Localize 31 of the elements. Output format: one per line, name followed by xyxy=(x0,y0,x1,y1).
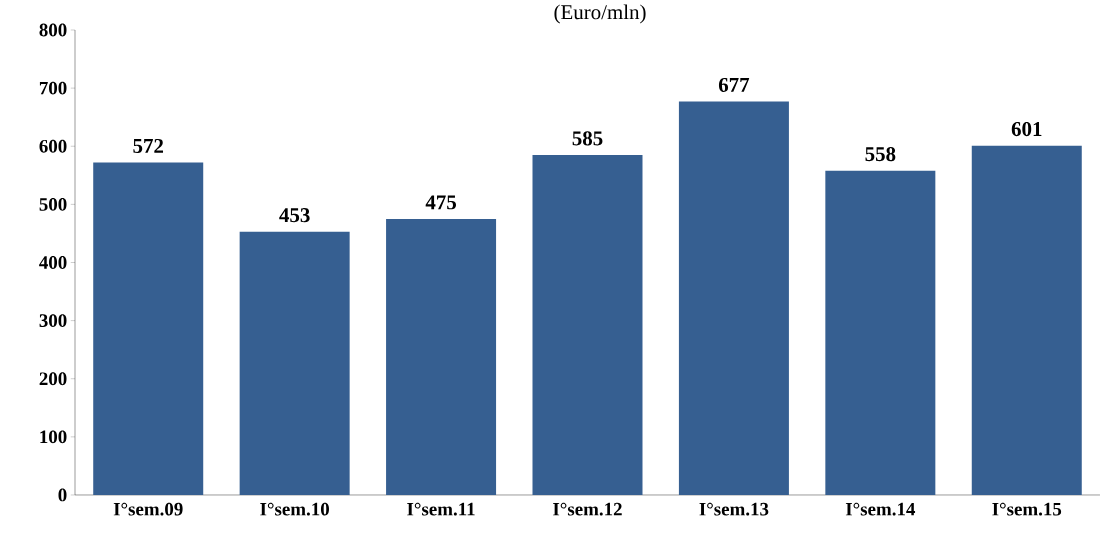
y-tick-label: 100 xyxy=(40,430,67,444)
data-label: 677 xyxy=(718,77,750,92)
y-tick-label: 700 xyxy=(39,81,67,95)
data-label: 475 xyxy=(425,195,456,210)
y-tick-label: 400 xyxy=(39,256,67,269)
data-label: 601 xyxy=(1011,122,1042,137)
x-tick-label: I°sem.14 xyxy=(845,502,916,516)
y-tick-label: 500 xyxy=(39,197,67,211)
x-tick-label: I°sem.13 xyxy=(699,502,769,516)
y-tick-label: 300 xyxy=(39,314,67,327)
bar xyxy=(93,162,204,495)
x-tick-label: I°sem.09 xyxy=(113,502,183,516)
data-label: 453 xyxy=(279,208,310,223)
data-label: 585 xyxy=(572,131,603,146)
data-label: 558 xyxy=(865,147,896,162)
bar xyxy=(971,145,1082,495)
bar xyxy=(532,154,643,495)
y-tick-label: 200 xyxy=(39,372,67,386)
y-tick-label: 600 xyxy=(39,139,67,153)
data-label: 572 xyxy=(133,138,164,153)
y-tick-label: 0 xyxy=(58,488,67,502)
x-tick-label: I°sem.12 xyxy=(553,502,622,516)
bar xyxy=(239,231,350,495)
bar xyxy=(386,218,497,495)
x-tick-label: I°sem.11 xyxy=(407,502,475,516)
x-tick-label: I°sem.15 xyxy=(992,502,1062,516)
chart-title: (Euro/mln) xyxy=(554,4,646,24)
bar xyxy=(678,101,789,495)
y-tick-label: 800 xyxy=(39,23,67,37)
x-tick-label: I°sem.10 xyxy=(260,502,329,516)
bar xyxy=(825,170,936,495)
